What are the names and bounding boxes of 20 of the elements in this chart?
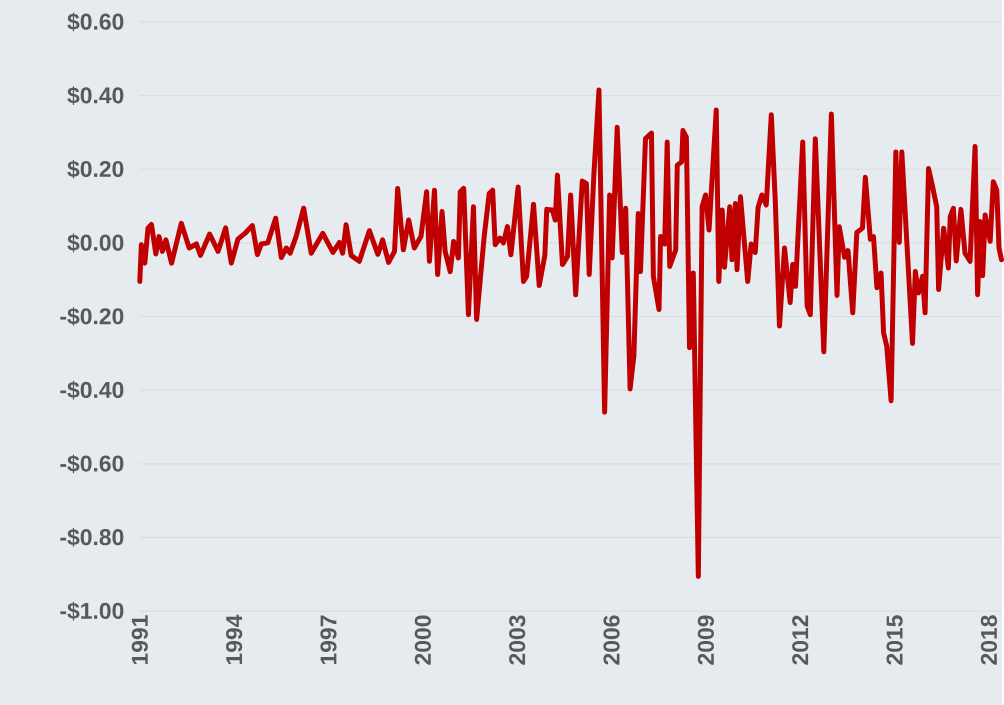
x-tick-label: 2006 [603,615,620,665]
y-tick-label: $0.40 [67,86,124,105]
x-tick-label: 2009 [697,615,714,665]
line-series [137,87,1004,579]
x-tick-label: 2015 [886,615,903,665]
x-tick-label: 2012 [792,615,809,665]
y-tick-label: $0.00 [67,233,124,253]
y-tick-label: $0.60 [67,12,124,32]
x-tick-label: 2018 [980,615,998,665]
y-tick-label: -$0.60 [60,454,124,474]
x-tick-label: 1991 [131,615,148,665]
y-tick-label: -$0.40 [60,380,124,400]
x-tick-label: 2000 [414,615,431,665]
y-tick-label: -$1.00 [60,601,124,621]
y-tick-label: $0.20 [67,159,124,179]
y-tick-label: -$0.80 [60,528,124,547]
x-tick-label: 2003 [509,615,526,665]
x-tick-label: 1994 [226,614,243,665]
x-tick-label: 1997 [320,615,337,665]
y-tick-label: -$0.20 [60,307,124,326]
